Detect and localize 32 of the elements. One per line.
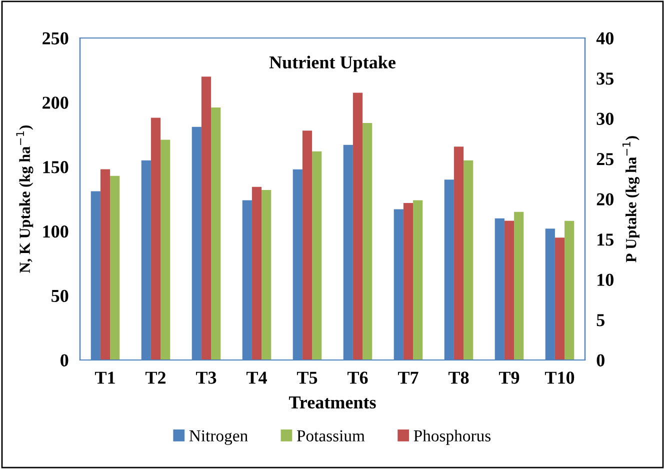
y2-tick-label: 15: [598, 234, 614, 246]
x-tick-label: T3: [196, 372, 216, 384]
x-tick-label: T8: [448, 372, 469, 384]
y-tick-label: 50: [52, 290, 68, 302]
y-tick-label: 250: [42, 32, 68, 44]
y2-tick-label: 40: [596, 32, 614, 44]
y-tick-label: 0: [60, 354, 68, 366]
x-tick-label: T4: [246, 372, 267, 384]
text: Nutrient Uptake: [269, 56, 396, 72]
x-tick-label: T7: [398, 372, 418, 384]
x-tick-label: T2: [145, 372, 166, 384]
y2-tick-label: 30: [596, 112, 614, 125]
x-tick-label: T9: [498, 372, 520, 384]
x-tick-label: T10: [544, 372, 574, 384]
x-tick-label: T6: [347, 372, 368, 384]
y2-tick-label: 5: [596, 314, 604, 326]
y2-tick-label: 25: [596, 153, 614, 166]
y2-axis-title: P Uptake (kg ha$^{−1}$): [622, 136, 640, 262]
y2-tick-label: 20: [596, 193, 614, 206]
legend-label: Nitrogen: [189, 430, 248, 445]
y-tick-label: 200: [42, 96, 68, 109]
y2-tick-label: 0: [596, 354, 604, 366]
legend-label: Potassium: [296, 430, 365, 442]
y-axis-title: N, K Uptake (kg ha$^{−1}$): [16, 126, 34, 273]
x-axis-title: Treatments: [288, 396, 376, 409]
x-tick-label: T5: [296, 372, 318, 384]
x-tick-label: T1: [94, 372, 115, 384]
y-tick-label: 100: [43, 225, 68, 238]
y2-tick-label: 10: [598, 274, 614, 286]
legend-label: Phosphorus: [414, 430, 491, 445]
y2-tick-label: 35: [596, 72, 614, 85]
y-tick-label: 150: [43, 161, 68, 174]
